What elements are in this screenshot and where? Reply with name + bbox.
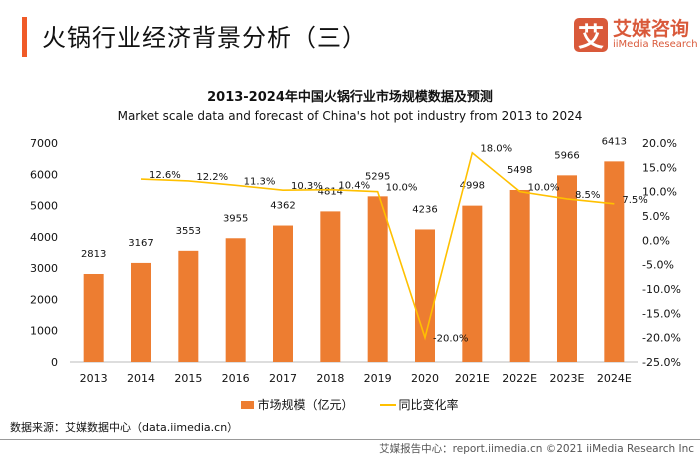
y-left-tick-label: 2000 — [30, 293, 58, 306]
divider — [0, 439, 700, 440]
y-left-tick-label: 0 — [51, 356, 58, 369]
bar — [510, 190, 530, 362]
x-tick-label: 2020 — [411, 372, 439, 385]
x-tick-label: 2013 — [80, 372, 108, 385]
x-tick-label: 2019 — [364, 372, 392, 385]
x-tick-label: 2015 — [174, 372, 202, 385]
y-right-tick-label: 0.0% — [642, 234, 670, 247]
bar — [320, 211, 340, 362]
line-data-label: 11.3% — [244, 176, 276, 187]
bar — [273, 226, 293, 362]
y-right-tick-label: 20.0% — [642, 137, 677, 150]
bar-data-label: 3955 — [223, 213, 248, 224]
legend-bar: 市场规模（亿元） — [241, 396, 353, 413]
x-tick-label: 2023E — [550, 372, 585, 385]
bar — [557, 175, 577, 362]
bar-data-label: 4362 — [270, 201, 295, 212]
bar-data-label: 2813 — [81, 249, 106, 260]
y-right-tick-label: 15.0% — [642, 161, 677, 174]
x-tick-label: 2014 — [127, 372, 155, 385]
line-data-label: -20.0% — [433, 334, 468, 345]
x-tick-label: 2016 — [222, 372, 250, 385]
x-tick-label: 2018 — [316, 372, 344, 385]
line-data-label: 10.0% — [386, 183, 418, 194]
line-data-label: 12.2% — [196, 172, 228, 183]
bar — [604, 161, 624, 362]
x-tick-label: 2021E — [455, 372, 490, 385]
y-right-tick-label: -25.0% — [642, 356, 681, 369]
y-right-tick-label: -15.0% — [642, 307, 681, 320]
y-left-tick-label: 6000 — [30, 168, 58, 181]
line-data-label: 10.3% — [291, 181, 323, 192]
legend-line: 同比变化率 — [380, 396, 459, 413]
bar — [178, 251, 198, 362]
data-source: 数据来源：艾媒数据中心（data.iimedia.cn） — [10, 419, 238, 435]
bar-data-label: 4236 — [412, 204, 437, 215]
y-left-tick-label: 1000 — [30, 325, 58, 338]
line-data-label: 18.0% — [480, 144, 512, 155]
y-left-tick-label: 4000 — [30, 231, 58, 244]
x-tick-label: 2017 — [269, 372, 297, 385]
line-data-label: 10.0% — [528, 183, 560, 194]
bar — [131, 263, 151, 362]
bar-data-label: 6413 — [602, 136, 627, 147]
y-right-tick-label: 5.0% — [642, 210, 670, 223]
line-data-label: 10.4% — [338, 181, 370, 192]
bar — [415, 229, 435, 362]
x-tick-label: 2022E — [502, 372, 537, 385]
line-data-label: 8.5% — [575, 190, 600, 201]
bar — [368, 196, 388, 362]
y-right-tick-label: -5.0% — [642, 259, 674, 272]
legend-line-swatch — [380, 404, 396, 406]
footer-copyright: 艾媒报告中心：report.iimedia.cn ©2021 iiMedia R… — [379, 441, 694, 456]
line-data-label: 7.5% — [622, 195, 647, 206]
y-left-tick-label: 3000 — [30, 262, 58, 275]
bar — [226, 238, 246, 362]
line-data-label: 12.6% — [149, 170, 181, 181]
y-right-tick-label: -10.0% — [642, 283, 681, 296]
bar-data-label: 3167 — [128, 238, 153, 249]
y-right-tick-label: -20.0% — [642, 332, 681, 345]
legend-bar-swatch — [241, 401, 254, 409]
x-tick-label: 2024E — [597, 372, 632, 385]
bar-data-label: 3553 — [176, 226, 201, 237]
legend: 市场规模（亿元） 同比变化率 — [0, 396, 700, 413]
y-left-tick-label: 7000 — [30, 137, 58, 150]
bar-data-label: 5966 — [554, 150, 579, 161]
bar — [84, 274, 104, 362]
bar-data-label: 5498 — [507, 165, 532, 176]
y-left-tick-label: 5000 — [30, 200, 58, 213]
